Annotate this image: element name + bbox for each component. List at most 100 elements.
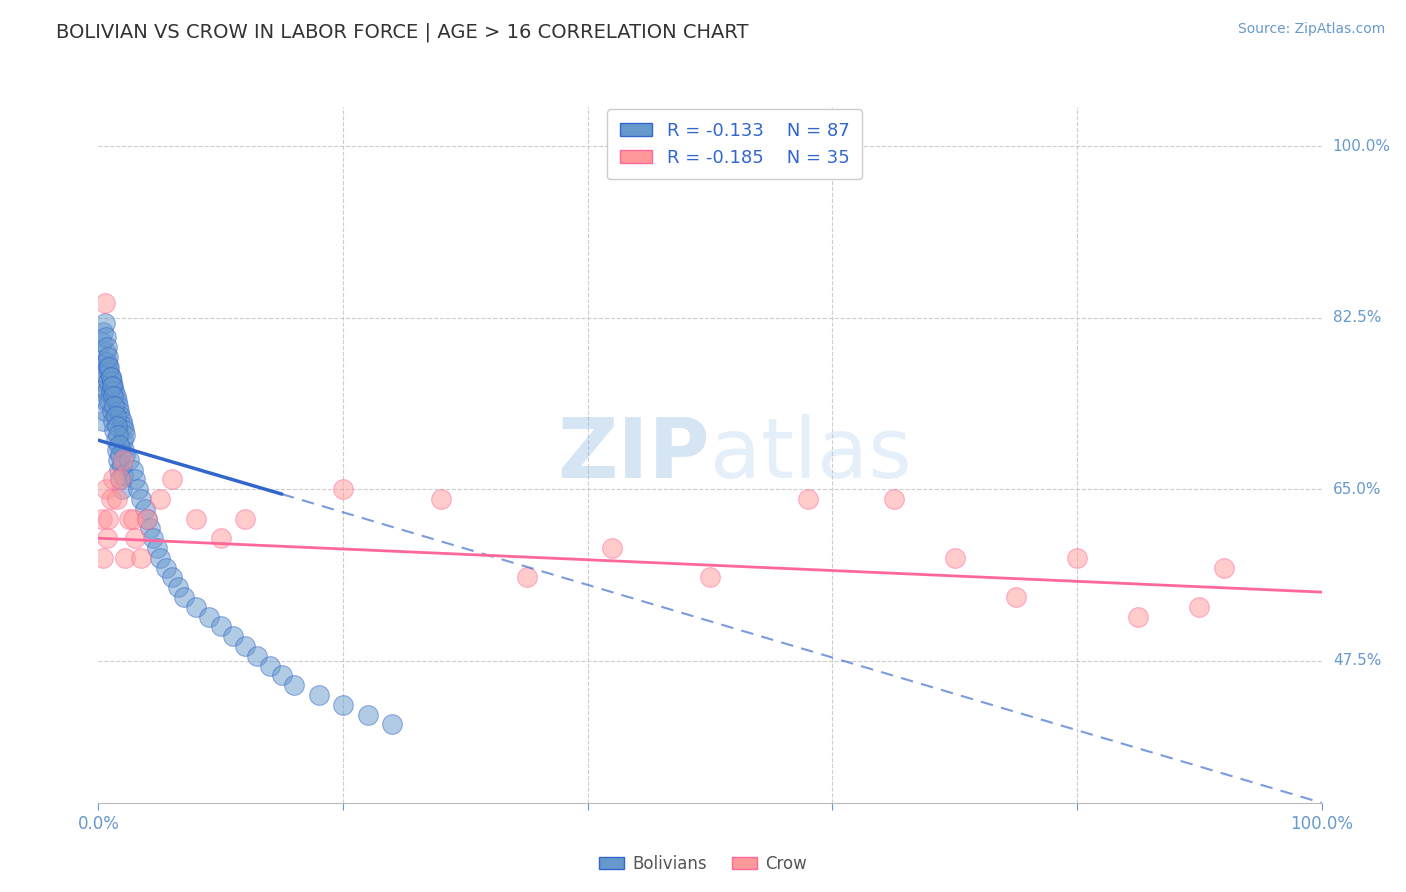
- Point: [107, 399, 129, 413]
- Point: [160, 570, 183, 584]
- Point: [332, 482, 354, 496]
- Point: [101, 414, 124, 428]
- Point: [107, 428, 129, 442]
- Point: [118, 452, 141, 467]
- Point: [103, 384, 125, 399]
- Point: [105, 418, 128, 433]
- Point: [186, 511, 208, 525]
- Point: [111, 414, 134, 428]
- Point: [108, 462, 131, 476]
- Point: [110, 448, 132, 462]
- Point: [136, 511, 159, 525]
- Point: [98, 359, 121, 374]
- Point: [93, 355, 115, 369]
- Point: [103, 424, 125, 438]
- Point: [97, 375, 120, 389]
- Point: [103, 399, 125, 413]
- Point: [127, 482, 149, 496]
- Point: [111, 434, 134, 448]
- Point: [105, 491, 128, 506]
- Point: [222, 629, 245, 643]
- Point: [160, 472, 183, 486]
- Point: [105, 443, 128, 458]
- Point: [797, 491, 820, 506]
- Point: [91, 326, 114, 340]
- Point: [943, 550, 966, 565]
- Point: [104, 389, 127, 403]
- Point: [699, 570, 721, 584]
- Point: [883, 491, 905, 506]
- Point: [90, 384, 112, 399]
- Point: [110, 409, 132, 423]
- Text: ZIP: ZIP: [558, 415, 710, 495]
- Point: [186, 599, 208, 614]
- Legend: Bolivians, Crow: Bolivians, Crow: [592, 848, 814, 880]
- Point: [100, 384, 122, 399]
- Point: [146, 541, 169, 555]
- Point: [101, 379, 124, 393]
- Text: 65.0%: 65.0%: [1333, 482, 1381, 497]
- Point: [101, 472, 124, 486]
- Point: [308, 688, 330, 702]
- Point: [94, 345, 117, 359]
- Point: [91, 365, 114, 379]
- Point: [91, 375, 114, 389]
- Point: [111, 467, 134, 482]
- Point: [112, 443, 135, 458]
- Point: [96, 340, 118, 354]
- Point: [332, 698, 354, 712]
- Text: 47.5%: 47.5%: [1333, 653, 1381, 668]
- Point: [121, 511, 143, 525]
- Point: [124, 531, 146, 545]
- Point: [600, 541, 623, 555]
- Point: [97, 359, 120, 374]
- Point: [356, 707, 378, 722]
- Point: [101, 404, 124, 418]
- Point: [233, 639, 256, 653]
- Point: [101, 389, 124, 403]
- Point: [155, 560, 177, 574]
- Point: [197, 609, 219, 624]
- Point: [129, 550, 152, 565]
- Point: [167, 580, 190, 594]
- Point: [111, 482, 134, 496]
- Point: [100, 369, 122, 384]
- Point: [121, 462, 143, 476]
- Point: [259, 658, 281, 673]
- Point: [1128, 609, 1150, 624]
- Point: [270, 668, 294, 682]
- Point: [111, 458, 134, 472]
- Point: [98, 394, 121, 409]
- Point: [91, 414, 114, 428]
- Point: [108, 438, 131, 452]
- Point: [93, 296, 115, 310]
- Point: [91, 511, 114, 525]
- Point: [98, 365, 121, 379]
- Point: [94, 482, 117, 496]
- Point: [96, 531, 118, 545]
- Point: [110, 472, 132, 486]
- Point: [111, 418, 134, 433]
- Point: [97, 511, 120, 525]
- Point: [142, 531, 165, 545]
- Point: [105, 394, 128, 409]
- Point: [381, 717, 404, 731]
- Point: [173, 590, 195, 604]
- Point: [112, 424, 135, 438]
- Point: [134, 501, 156, 516]
- Point: [94, 330, 117, 344]
- Point: [430, 491, 453, 506]
- Point: [104, 409, 127, 423]
- Point: [91, 335, 114, 350]
- Point: [136, 511, 159, 525]
- Point: [94, 394, 117, 409]
- Point: [139, 521, 162, 535]
- Point: [96, 384, 118, 399]
- Point: [149, 491, 172, 506]
- Point: [93, 404, 115, 418]
- Point: [91, 550, 114, 565]
- Point: [93, 316, 115, 330]
- Point: [209, 619, 232, 633]
- Text: 100.0%: 100.0%: [1333, 139, 1391, 153]
- Text: Source: ZipAtlas.com: Source: ZipAtlas.com: [1237, 22, 1385, 37]
